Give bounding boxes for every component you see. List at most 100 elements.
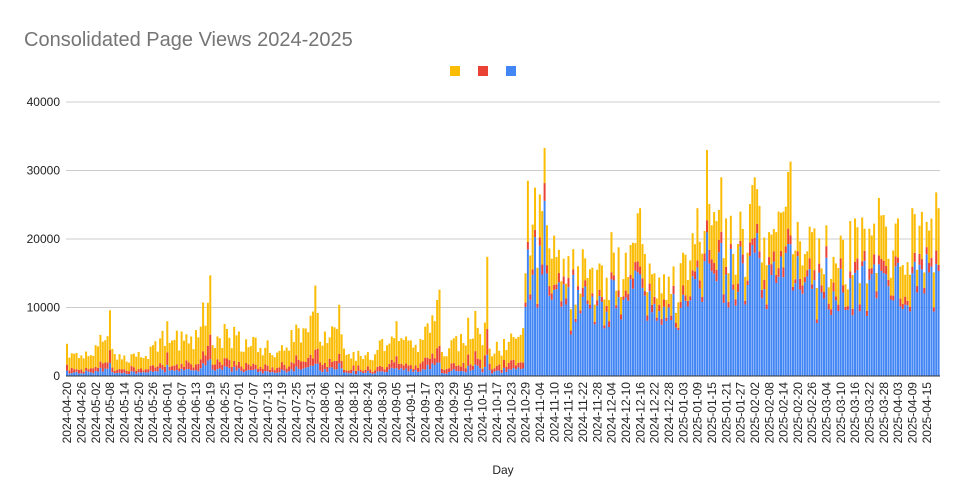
bar-segment [581,249,584,288]
bar-segment [897,218,900,258]
bar-segment [741,228,744,255]
bar-segment [280,369,283,376]
bar-segment [111,372,114,376]
bar-segment [748,204,751,243]
bar-segment [739,240,742,247]
bar-segment [448,368,451,372]
bar-segment [808,226,811,259]
bar-segment [581,296,584,376]
bar-segment [780,251,782,257]
bar-segment [534,229,537,238]
bar-segment [674,312,677,323]
bar-segment [113,354,116,371]
bar-segment [400,363,403,369]
bar-segment [598,296,601,376]
bar-segment [658,304,661,312]
legend-swatch [506,66,516,76]
bar-segment [808,258,811,270]
bar-segment [861,266,864,376]
bar-segment [822,274,825,292]
x-tick-label: 2024-10-05 [461,382,475,444]
bar-segment [507,369,510,376]
bar-segment [419,339,422,364]
bar-segment [770,264,773,275]
bar-segment [209,275,212,335]
bar-segment [218,338,221,363]
bar-segment [493,353,496,369]
bar-segment [261,373,264,376]
bar-segment [316,312,319,349]
bar-segment [460,366,463,371]
bar-segment [643,295,646,376]
bar-segment [178,368,181,372]
bar-segment [555,257,558,285]
bar-segment [832,291,835,376]
bar-segment [366,352,369,367]
bar-segment [524,273,527,303]
bar-segment [677,327,680,330]
bar-segment [557,282,560,376]
bar-segment [209,334,212,360]
bar-segment [378,365,381,372]
y-tick-label: 20000 [27,232,61,246]
bar-segment [297,368,300,376]
bar-segment [722,294,725,303]
bar-segment [147,369,150,373]
bar-segment [254,369,257,376]
bar-segment [627,294,630,301]
bar-segment [510,333,513,361]
bar-segment [584,286,587,376]
bar-segment [245,362,248,371]
bar-segment [825,246,828,258]
bar-segment [694,279,697,376]
bar-segment [254,337,257,365]
bar-segment [846,309,849,376]
bar-segment [221,347,224,365]
bar-segment [777,276,780,376]
bar-segment [474,364,477,376]
bar-segment [316,363,319,376]
bar-segment [854,218,857,262]
bar-segment [280,362,283,370]
bar-segment [362,372,365,376]
bar-segment [529,255,532,295]
bar-segment [629,279,632,376]
bar-segment [550,299,553,376]
bar-segment [271,355,274,368]
bar-segment [865,315,868,376]
bar-segment [813,270,816,281]
bar-segment [206,302,209,346]
bar-segment [180,331,183,364]
bar-segment [94,370,97,376]
bar-segment [338,363,341,376]
bar-segment [794,279,797,284]
bar-segment [615,290,618,306]
bar-segment [304,361,307,368]
bar-segment [488,348,491,364]
bar-segment [588,269,591,305]
bar-segment [364,355,367,370]
bar-segment [273,357,276,371]
bar-segment [600,296,603,302]
bar-segment [206,360,209,376]
bar-segment [383,369,386,373]
bar-segment [713,263,716,274]
bar-segment [667,307,670,376]
x-tick-label: 2024-04-26 [75,382,89,444]
bar-segment [510,360,513,370]
bar-segment [469,364,472,371]
bar-segment [397,363,400,370]
bar-segment [352,352,355,366]
bar-segment [615,305,618,309]
bar-segment [309,365,312,376]
x-tick-label: 2024-11-16 [562,382,576,443]
bar-segment [631,278,634,289]
bar-segment [328,367,331,376]
bar-segment [935,192,938,251]
bar-segment [913,214,916,253]
bar-segment [166,364,169,376]
bar-segment [505,366,508,372]
bar-segment [641,278,644,288]
bar-segment [498,364,501,371]
bar-segment [603,299,606,326]
